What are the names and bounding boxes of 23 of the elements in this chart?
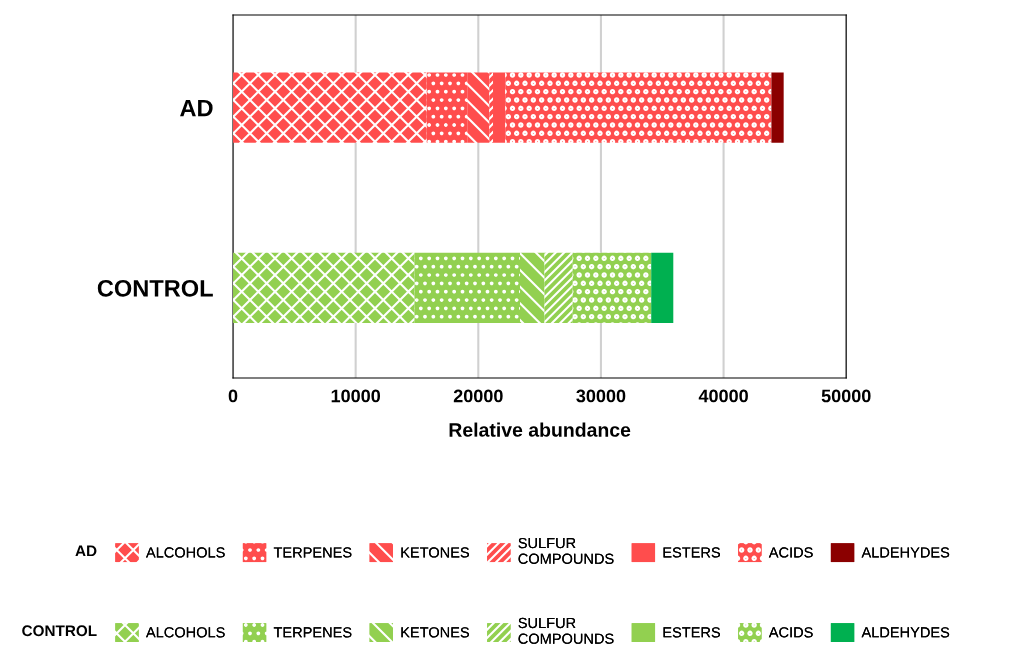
x-tick-label: 10000 xyxy=(331,389,381,403)
x-tick-label: 30000 xyxy=(576,389,626,403)
legend-label: SULFUR COMPOUNDS xyxy=(518,537,614,564)
legend-label: ESTERS xyxy=(663,547,721,558)
text: ACIDS xyxy=(768,627,813,638)
text: KETONES xyxy=(401,627,469,638)
text: ESTERS xyxy=(663,627,721,638)
legend-label: ALCOHOLS xyxy=(145,547,225,558)
legend-label: KETONES xyxy=(401,547,469,558)
x-tick-label: 0 xyxy=(228,389,238,403)
legend-label: TERPENES xyxy=(273,547,352,558)
text: SULFUR COMPOUNDS xyxy=(518,617,614,644)
text: ALDEHYDES xyxy=(861,627,950,638)
category-label: CONTROL xyxy=(22,625,97,637)
x-tick-label: 50000 xyxy=(821,389,871,403)
x-axis-title: Relative abundance xyxy=(449,422,631,437)
legend-label: ACIDS xyxy=(768,547,813,558)
legend-label: ALDEHYDES xyxy=(861,547,950,558)
text: TERPENES xyxy=(273,627,352,638)
x-tick-label: 40000 xyxy=(698,389,748,403)
category-label: AD xyxy=(75,545,97,557)
x-tick-label: 20000 xyxy=(453,389,503,403)
text: ALCOHOLS xyxy=(145,627,225,638)
